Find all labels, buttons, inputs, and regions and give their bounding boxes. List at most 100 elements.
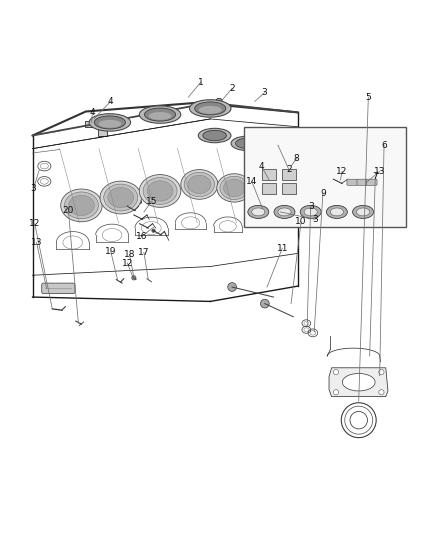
Ellipse shape: [288, 164, 293, 168]
Text: 13: 13: [374, 167, 385, 176]
Ellipse shape: [190, 100, 231, 117]
Ellipse shape: [252, 208, 265, 216]
Text: 14: 14: [246, 177, 258, 186]
Circle shape: [152, 229, 155, 232]
Ellipse shape: [231, 136, 264, 151]
Ellipse shape: [100, 181, 141, 214]
Ellipse shape: [94, 116, 125, 129]
Ellipse shape: [69, 195, 94, 215]
Ellipse shape: [268, 146, 292, 156]
Ellipse shape: [274, 205, 295, 219]
Ellipse shape: [139, 175, 181, 207]
Ellipse shape: [61, 189, 102, 222]
Text: 4: 4: [108, 97, 113, 106]
Ellipse shape: [99, 120, 121, 128]
Circle shape: [228, 282, 237, 292]
Ellipse shape: [357, 208, 370, 216]
Ellipse shape: [139, 106, 181, 123]
Text: 12: 12: [122, 259, 133, 268]
FancyBboxPatch shape: [282, 183, 296, 193]
Text: 7: 7: [372, 173, 378, 182]
Circle shape: [350, 411, 367, 429]
Text: 18: 18: [124, 250, 135, 259]
Ellipse shape: [198, 128, 231, 143]
Text: 3: 3: [31, 184, 36, 193]
Ellipse shape: [217, 174, 252, 202]
Text: 16: 16: [135, 232, 147, 241]
Ellipse shape: [257, 184, 277, 200]
Text: 2: 2: [229, 84, 235, 93]
Ellipse shape: [199, 106, 222, 114]
FancyBboxPatch shape: [262, 169, 276, 180]
Text: 15: 15: [145, 197, 157, 206]
Ellipse shape: [147, 181, 173, 201]
FancyBboxPatch shape: [244, 127, 406, 227]
Text: 13: 13: [31, 238, 42, 247]
Ellipse shape: [188, 175, 211, 193]
Text: 11: 11: [276, 244, 288, 253]
Text: 17: 17: [138, 248, 150, 257]
Ellipse shape: [64, 192, 99, 219]
FancyBboxPatch shape: [85, 120, 94, 127]
Text: 12: 12: [29, 219, 40, 228]
Ellipse shape: [236, 138, 259, 149]
Circle shape: [341, 403, 376, 438]
Text: 3: 3: [261, 88, 267, 97]
Ellipse shape: [195, 102, 226, 115]
Ellipse shape: [184, 172, 215, 197]
Ellipse shape: [251, 179, 283, 205]
Ellipse shape: [248, 205, 269, 219]
Ellipse shape: [326, 205, 347, 219]
Ellipse shape: [104, 184, 138, 211]
Circle shape: [345, 406, 373, 434]
Ellipse shape: [216, 99, 222, 103]
Ellipse shape: [343, 374, 375, 391]
Ellipse shape: [145, 108, 176, 121]
Text: 9: 9: [320, 189, 326, 198]
Text: 19: 19: [105, 247, 117, 256]
Text: 8: 8: [294, 154, 300, 163]
Circle shape: [379, 390, 384, 395]
Text: 2: 2: [286, 165, 292, 174]
Ellipse shape: [271, 144, 276, 148]
Ellipse shape: [108, 188, 134, 208]
FancyBboxPatch shape: [347, 179, 357, 185]
FancyBboxPatch shape: [357, 179, 367, 185]
FancyBboxPatch shape: [262, 183, 276, 193]
Ellipse shape: [264, 143, 297, 158]
Ellipse shape: [143, 177, 177, 204]
Circle shape: [138, 200, 142, 204]
Ellipse shape: [254, 182, 280, 203]
FancyBboxPatch shape: [282, 169, 296, 180]
Ellipse shape: [278, 208, 291, 216]
Text: 1: 1: [198, 78, 204, 87]
Text: 12: 12: [336, 167, 348, 176]
Circle shape: [261, 299, 269, 308]
Ellipse shape: [223, 179, 245, 197]
Ellipse shape: [304, 208, 317, 216]
Text: 3: 3: [312, 215, 318, 224]
Text: 4: 4: [89, 108, 95, 117]
FancyBboxPatch shape: [367, 179, 377, 185]
Text: 6: 6: [381, 141, 387, 150]
FancyBboxPatch shape: [99, 130, 107, 136]
Ellipse shape: [353, 205, 374, 219]
Ellipse shape: [220, 176, 249, 199]
Circle shape: [333, 369, 339, 375]
Polygon shape: [329, 368, 388, 397]
Ellipse shape: [203, 131, 226, 141]
Ellipse shape: [330, 208, 343, 216]
Text: 10: 10: [295, 217, 307, 227]
Ellipse shape: [300, 205, 321, 219]
Circle shape: [379, 369, 384, 375]
Text: 4: 4: [259, 163, 265, 172]
Ellipse shape: [89, 114, 131, 131]
Ellipse shape: [148, 112, 171, 120]
Text: 3: 3: [308, 202, 314, 211]
Text: 5: 5: [365, 93, 371, 102]
Text: 20: 20: [63, 206, 74, 215]
Ellipse shape: [181, 169, 218, 199]
Circle shape: [333, 390, 339, 395]
Circle shape: [132, 276, 136, 280]
FancyBboxPatch shape: [42, 283, 75, 294]
